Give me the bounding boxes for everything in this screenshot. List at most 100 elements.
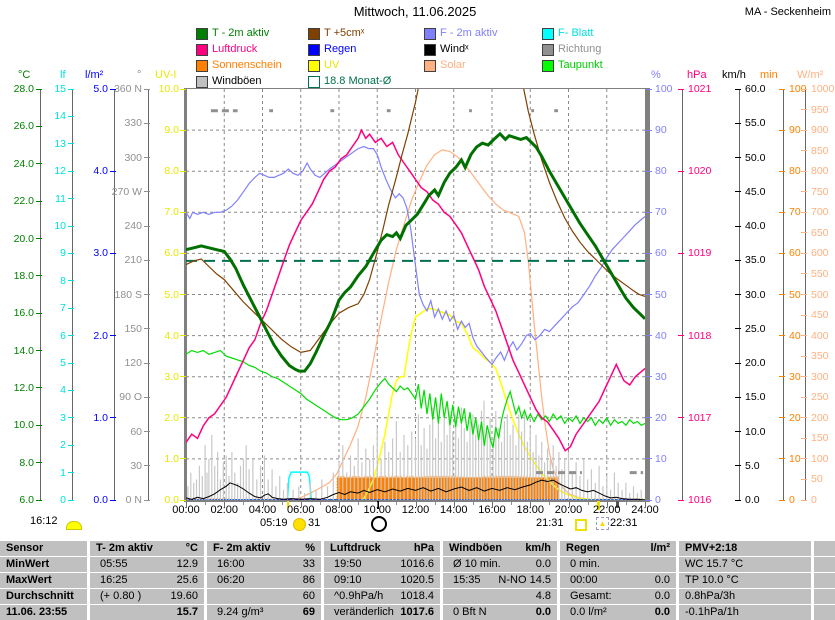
legend-swatch — [196, 44, 208, 56]
axis-tick — [779, 376, 785, 378]
axis-tick-label: 18.0 — [13, 269, 34, 282]
axis-tick — [180, 170, 186, 172]
axis-tick-label: 60.0 — [745, 83, 766, 95]
x-tick-label: 02:00 — [210, 504, 239, 516]
moon-phase-icon — [371, 516, 387, 532]
axis-tick — [68, 170, 74, 172]
axis-tick-label: 1000 — [811, 83, 835, 95]
table-cell — [679, 605, 811, 620]
sunset-time: 21:31 — [536, 517, 564, 529]
legend-label: T +5cmˣ — [324, 27, 365, 39]
table-text: WC 15.7 °C — [685, 558, 744, 570]
axis-tick — [144, 294, 150, 295]
axis-tick — [801, 355, 807, 357]
plot-frame-top — [184, 88, 650, 89]
x-tick-label: 24:00 — [631, 504, 659, 516]
axis-unit-header: ° — [137, 69, 142, 81]
x-major-tick — [606, 502, 608, 507]
x-tick-label: 18:00 — [516, 504, 545, 516]
series-sonnenschein — [337, 477, 559, 500]
axis-tick — [779, 499, 785, 501]
table-text: hPa — [413, 542, 434, 554]
axis-tick-label: 100 — [655, 83, 673, 95]
legend-swatch — [308, 60, 320, 72]
x-tick-label: 06:00 — [286, 504, 315, 516]
axis-unit-header: km/h — [722, 69, 746, 81]
x-major-tick — [415, 502, 417, 507]
legend-swatch — [308, 76, 320, 88]
axis-tick-label: 60 — [130, 425, 142, 438]
axis-tick-label: 300 — [124, 151, 142, 164]
table-text: ^0.9hPa/h — [334, 590, 384, 602]
axis-tick — [779, 458, 785, 460]
axis-tick — [646, 417, 652, 419]
table-text: -0.1hPa/1h — [685, 606, 739, 618]
axis-tick — [678, 88, 684, 90]
axis-tick-label: 0 — [60, 494, 66, 506]
series-solar — [292, 149, 645, 500]
moonset-time: 22:31 — [610, 517, 638, 529]
axis-tick — [646, 170, 652, 172]
sunrise-extra: 31 — [308, 517, 321, 529]
axis-tick-label: 35.0 — [745, 254, 766, 267]
axis-tick — [735, 499, 741, 501]
table-text: l/m² — [650, 542, 670, 554]
axis-tick — [801, 109, 807, 110]
axis-tick-label: 40.0 — [745, 220, 766, 232]
axis-tick-label: 0.0 — [164, 494, 179, 506]
table-cell — [560, 573, 676, 588]
table-text: 1020.5 — [400, 574, 434, 586]
axis-tick — [68, 417, 74, 419]
axis-tick-label: 250 — [811, 391, 829, 404]
x-minor-tick — [549, 502, 551, 505]
axis-tick — [735, 294, 741, 295]
axis-tick — [68, 225, 74, 227]
axis-tick-label: 4.0 — [164, 329, 179, 342]
x-tick-label: 12:00 — [401, 504, 430, 516]
legend-label: F- Blatt — [558, 27, 594, 39]
legend-label: T - 2m aktiv — [212, 27, 270, 39]
table-text: 33 — [302, 558, 315, 570]
legend-swatch — [542, 28, 554, 40]
series-taupunkt — [186, 349, 645, 448]
table-text: Sensor — [6, 542, 44, 554]
x-tick-label: 08:00 — [325, 504, 353, 516]
x-tick-label: 16:00 — [478, 504, 506, 516]
axis-tick-label: 800 — [811, 165, 829, 178]
axis-tick-label: 7.0 — [164, 206, 179, 219]
legend-label: Sonnenschein — [212, 59, 282, 71]
x-tick-label: 04:00 — [248, 504, 277, 516]
table-text: TP 10.0 °C — [685, 574, 739, 586]
table-cell — [560, 541, 676, 556]
axis-tick — [110, 417, 116, 419]
axis-tick — [646, 129, 652, 131]
axis-tick-label: 60 — [655, 247, 667, 260]
axis-tick-label: 350 — [811, 350, 829, 363]
x-major-tick — [530, 502, 532, 507]
table-text: Windböen — [449, 542, 503, 554]
table-text: 69 — [302, 606, 315, 618]
axis-tick-label: 70 — [789, 206, 801, 219]
axis-tick — [180, 129, 186, 131]
table-cell — [814, 541, 835, 556]
table-text: Gesamt: — [570, 590, 612, 602]
table-text: 0.0 — [654, 590, 670, 602]
axis-tick-label: 15.0 — [745, 391, 766, 404]
table-text: Ø 10 min. — [453, 558, 501, 570]
table-cell — [443, 573, 557, 588]
axis-tick-label: 10.0 — [745, 425, 766, 438]
moonset-icon: ▲ — [596, 517, 609, 530]
axis-tick — [735, 191, 741, 193]
axis-tick — [110, 170, 116, 172]
axis-tick-label: 700 — [811, 206, 829, 219]
axis-tick — [68, 280, 74, 282]
table-text: F- 2m aktiv — [213, 542, 271, 554]
axis-tick-label: 22.0 — [13, 195, 34, 208]
table-text: 0 Bft N — [453, 606, 487, 618]
axis-tick — [36, 275, 42, 277]
axis-tick — [68, 472, 74, 474]
axis-tick — [801, 129, 807, 131]
axis-tick — [110, 499, 116, 501]
axis-tick-label: 8 — [60, 274, 66, 287]
